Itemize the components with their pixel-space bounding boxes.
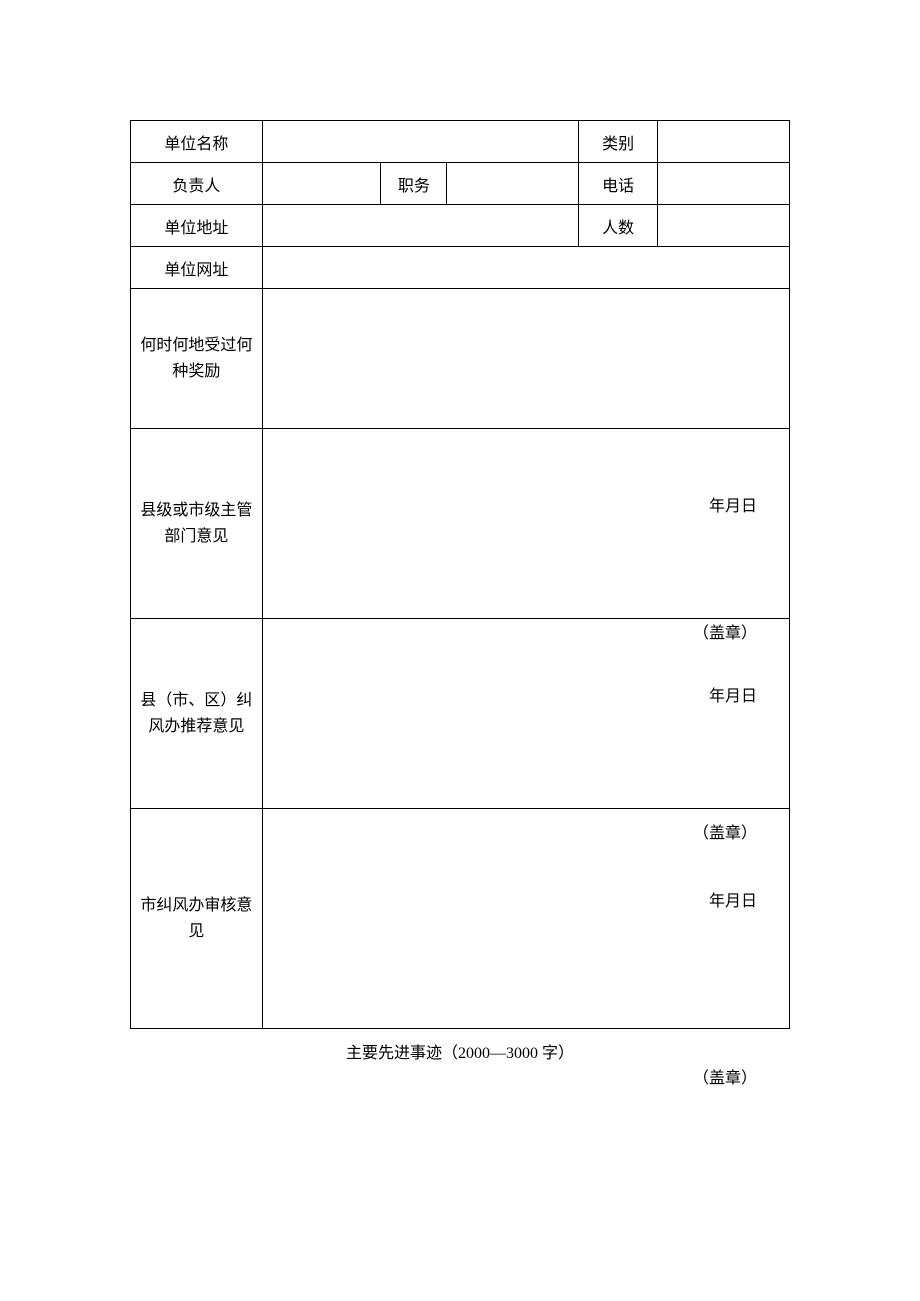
- city-review-label: 市纠风办审核意见: [131, 809, 263, 1029]
- row-county-dept-opinion: 县级或市级主管部门意见 （盖章） 年月日: [131, 429, 790, 619]
- responsible-value: [262, 163, 381, 205]
- row-county-recommend-opinion: 县（市、区）纠风办推荐意见 （盖章） 年月日: [131, 619, 790, 809]
- phone-value: [658, 163, 790, 205]
- responsible-label: 负责人: [131, 163, 263, 205]
- awards-value: [262, 289, 789, 429]
- county-dept-label: 县级或市级主管部门意见: [131, 429, 263, 619]
- stamp-text: （盖章）: [693, 619, 757, 643]
- date-text: 年月日: [709, 887, 757, 911]
- address-value: [262, 205, 578, 247]
- website-value: [262, 247, 789, 289]
- form-table: 单位名称 类别 负责人 职务 电话 单位地址 人数 单位网址 何时何地受过何种奖…: [130, 120, 790, 1029]
- unit-name-value: [262, 121, 578, 163]
- county-dept-content: （盖章） 年月日: [262, 429, 789, 619]
- row-city-review-opinion: 市纠风办审核意见 （盖章） 年月日: [131, 809, 790, 1029]
- county-recommend-content: （盖章） 年月日: [262, 619, 789, 809]
- stamp-text: （盖章）: [693, 819, 757, 843]
- footer-note: 主要先进事迹（2000—3000 字）: [130, 1039, 790, 1063]
- row-website: 单位网址: [131, 247, 790, 289]
- category-value: [658, 121, 790, 163]
- date-text: 年月日: [709, 492, 757, 516]
- county-recommend-label: 县（市、区）纠风办推荐意见: [131, 619, 263, 809]
- stamp-text: （盖章）: [693, 1064, 757, 1088]
- people-count-value: [658, 205, 790, 247]
- category-label: 类别: [579, 121, 658, 163]
- row-unit-name: 单位名称 类别: [131, 121, 790, 163]
- address-label: 单位地址: [131, 205, 263, 247]
- website-label: 单位网址: [131, 247, 263, 289]
- date-text: 年月日: [709, 682, 757, 706]
- phone-label: 电话: [579, 163, 658, 205]
- position-value: [447, 163, 579, 205]
- awards-label: 何时何地受过何种奖励: [131, 289, 263, 429]
- row-awards: 何时何地受过何种奖励: [131, 289, 790, 429]
- position-label: 职务: [381, 163, 447, 205]
- people-count-label: 人数: [579, 205, 658, 247]
- unit-name-label: 单位名称: [131, 121, 263, 163]
- row-address: 单位地址 人数: [131, 205, 790, 247]
- row-responsible: 负责人 职务 电话: [131, 163, 790, 205]
